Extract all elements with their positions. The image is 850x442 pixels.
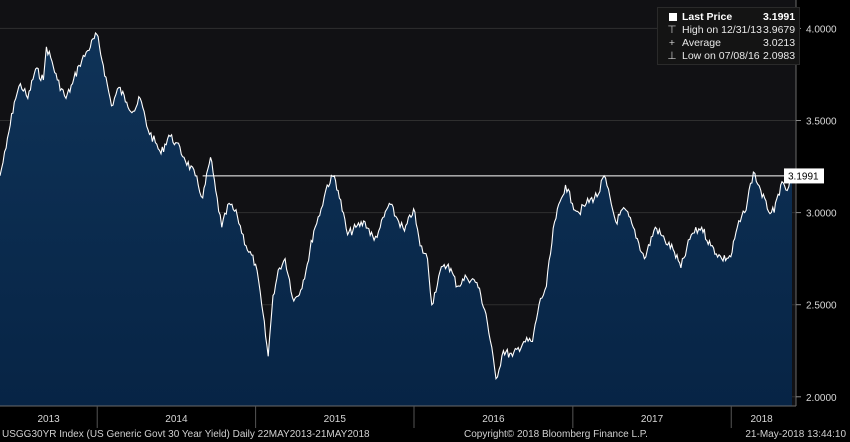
x-tick-label: 2017 (641, 414, 664, 425)
legend-label: Average (682, 37, 721, 49)
y-tick-label: 2.0000 (806, 393, 837, 404)
last-price-badge: 3.1991 (784, 168, 824, 184)
yield-area (0, 33, 792, 406)
legend-row-high: ⊤ High on 12/31/13 3.9679 (658, 24, 801, 36)
footer-copyright: Copyright© 2018 Bloomberg Finance L.P. (464, 429, 648, 440)
low-marker-icon: ⊥ (667, 50, 677, 62)
legend-value: 3.1991 (763, 11, 796, 23)
high-marker-icon: ⊤ (667, 24, 677, 36)
footer: USGG30YR Index (US Generic Govt 30 Year … (0, 428, 850, 442)
legend-label: High on 12/31/13 (682, 24, 762, 36)
legend-row-last-price: Last Price 3.1991 (658, 11, 801, 23)
legend-value: 2.0983 (763, 50, 796, 62)
last-price-label: 3.1991 (788, 171, 819, 182)
x-axis: 2013 2014 2015 2016 2017 2018 (37, 406, 773, 428)
y-tick-label: 3.0000 (806, 209, 837, 220)
legend-swatch (669, 13, 677, 21)
legend-row-low: ⊥ Low on 07/08/16 2.0983 (658, 50, 801, 62)
footer-series-info: USGG30YR Index (US Generic Govt 30 Year … (2, 429, 370, 440)
legend-value: 3.0213 (763, 37, 796, 49)
x-tick-label: 2015 (324, 414, 347, 425)
x-tick-label: 2018 (750, 414, 773, 425)
average-marker-icon: + (668, 37, 676, 49)
legend-label: Low on 07/08/16 (682, 50, 760, 62)
legend: Last Price 3.1991 ⊤ High on 12/31/13 3.9… (657, 7, 800, 65)
y-tick-label: 3.5000 (806, 117, 837, 128)
y-tick-label: 4.0000 (806, 24, 837, 35)
x-axis-band (0, 406, 796, 428)
x-tick-label: 2013 (37, 414, 60, 425)
legend-label: Last Price (682, 11, 733, 23)
yield-line (0, 31, 793, 381)
x-tick-label: 2014 (165, 414, 188, 425)
footer-timestamp: 21-May-2018 13:44:10 (745, 429, 846, 440)
legend-row-average: + Average 3.0213 (658, 37, 801, 49)
last-price-box (784, 168, 824, 184)
legend-value: 3.9679 (763, 24, 796, 36)
x-tick-label: 2016 (482, 414, 505, 425)
y-tick-label: 2.5000 (806, 301, 837, 312)
